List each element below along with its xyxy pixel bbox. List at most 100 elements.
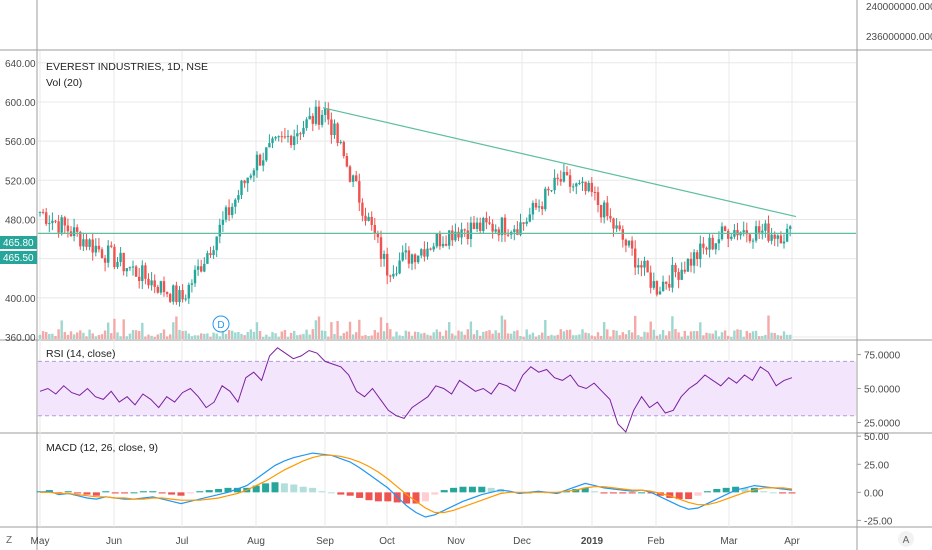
volume-bar <box>516 330 519 339</box>
time-tick-label: Dec <box>513 536 531 547</box>
price-grid <box>38 51 856 527</box>
macd-histogram-bar <box>760 491 768 493</box>
candle-body <box>333 123 336 136</box>
candle-body <box>537 206 541 208</box>
candle-body <box>646 260 649 273</box>
candle-body <box>376 233 380 238</box>
candle-body <box>479 222 482 231</box>
macd-histogram-bar <box>713 488 721 493</box>
price-tag-lower-text: 465.50 <box>3 253 34 264</box>
macd-histogram-bar <box>450 487 458 493</box>
volume-bar <box>739 329 742 339</box>
volume-bar <box>144 336 147 339</box>
volume-bar <box>60 320 63 339</box>
candle-body <box>370 216 373 226</box>
candle-body <box>630 240 634 249</box>
volume-bar <box>733 330 736 339</box>
macd-histogram-bar <box>252 485 260 493</box>
candle-body <box>401 252 404 261</box>
auto-scale-button[interactable]: A <box>898 531 914 547</box>
candle-body <box>503 217 507 235</box>
volume-bar <box>547 335 550 339</box>
volume-bar <box>178 329 181 339</box>
volume-bar <box>460 331 463 339</box>
volume-bar <box>510 333 513 339</box>
volume-bar <box>268 336 271 339</box>
candle-body <box>624 239 628 246</box>
candle-body <box>407 250 411 264</box>
volume-bar <box>528 334 531 339</box>
candle-body <box>441 243 445 247</box>
candle-body <box>776 235 779 239</box>
volume-bar <box>705 332 708 339</box>
candle-body <box>615 225 618 229</box>
price-tag-lower: 465.50 <box>0 251 37 264</box>
volume-bar <box>76 332 79 339</box>
candle-body <box>200 266 203 272</box>
resistance-trendline[interactable] <box>322 107 797 218</box>
volume-bar <box>367 336 370 339</box>
zoom-button-label: Z <box>6 535 12 546</box>
volume-bar <box>224 333 228 339</box>
macd-histogram-bar <box>788 492 796 494</box>
candle-body <box>227 207 231 216</box>
volume-bar <box>184 330 187 339</box>
macd-histogram-bar <box>356 492 364 498</box>
chart-title: EVEREST INDUSTRIES, 1D, NSE <box>46 61 208 73</box>
volume-bar <box>169 334 172 339</box>
candle-body <box>745 230 748 235</box>
time-tick-label: 2019 <box>581 536 604 547</box>
dividend-marker[interactable]: D <box>212 315 230 333</box>
macd-histogram-bar <box>685 492 693 500</box>
volume-bar <box>689 331 693 339</box>
price-tick-label: 640.00 <box>5 59 36 70</box>
volume-bar <box>770 332 773 339</box>
candle-body <box>621 229 624 240</box>
volume-bar <box>314 320 318 339</box>
volume-bar <box>299 334 302 339</box>
volume-bar <box>451 333 454 339</box>
candle-body <box>395 273 398 275</box>
volume-bar <box>758 336 761 339</box>
volume-bar <box>293 330 296 339</box>
candle-body <box>286 135 290 137</box>
volume-bar <box>444 330 448 339</box>
volume-bar <box>66 334 70 339</box>
candle-body <box>107 245 110 263</box>
volume-bar <box>578 334 581 339</box>
candle-body <box>420 249 423 256</box>
zoom-button[interactable]: Z <box>6 535 12 546</box>
macd-histogram-bar <box>130 492 138 494</box>
candle-body <box>584 181 587 192</box>
macd-histogram-bar <box>741 487 749 493</box>
volume-bar <box>134 330 138 339</box>
volume-bar <box>206 333 209 339</box>
macd-histogram-bar <box>638 492 646 494</box>
candle-body <box>41 211 45 213</box>
volume-bar <box>612 330 615 339</box>
volume-bar <box>658 334 662 339</box>
candle-body <box>330 119 333 136</box>
macd-axis: 50.00 25.00 0.00 -25.00 <box>857 432 893 527</box>
candle-body <box>314 106 318 124</box>
candle-body <box>550 190 553 192</box>
macd-histogram-bar <box>121 492 129 494</box>
macd-histogram-bar <box>224 487 232 493</box>
volume-bar <box>553 335 556 339</box>
volume-label: Vol (20) <box>46 77 82 89</box>
rsi-axis: 75.0000 50.0000 25.0000 <box>857 351 901 429</box>
volume-bar <box>534 336 538 339</box>
volume-bar <box>351 334 355 339</box>
volume-bar <box>181 331 184 339</box>
volume-bar <box>289 332 293 339</box>
volume-bar <box>677 332 680 339</box>
candle-body <box>283 136 287 138</box>
candle-body <box>528 214 531 222</box>
candle-body <box>758 226 761 233</box>
volume-bar <box>274 333 277 339</box>
candle-body <box>82 239 85 247</box>
candle-body <box>519 222 522 235</box>
volume-bar <box>286 336 290 339</box>
candle-body <box>426 248 429 257</box>
